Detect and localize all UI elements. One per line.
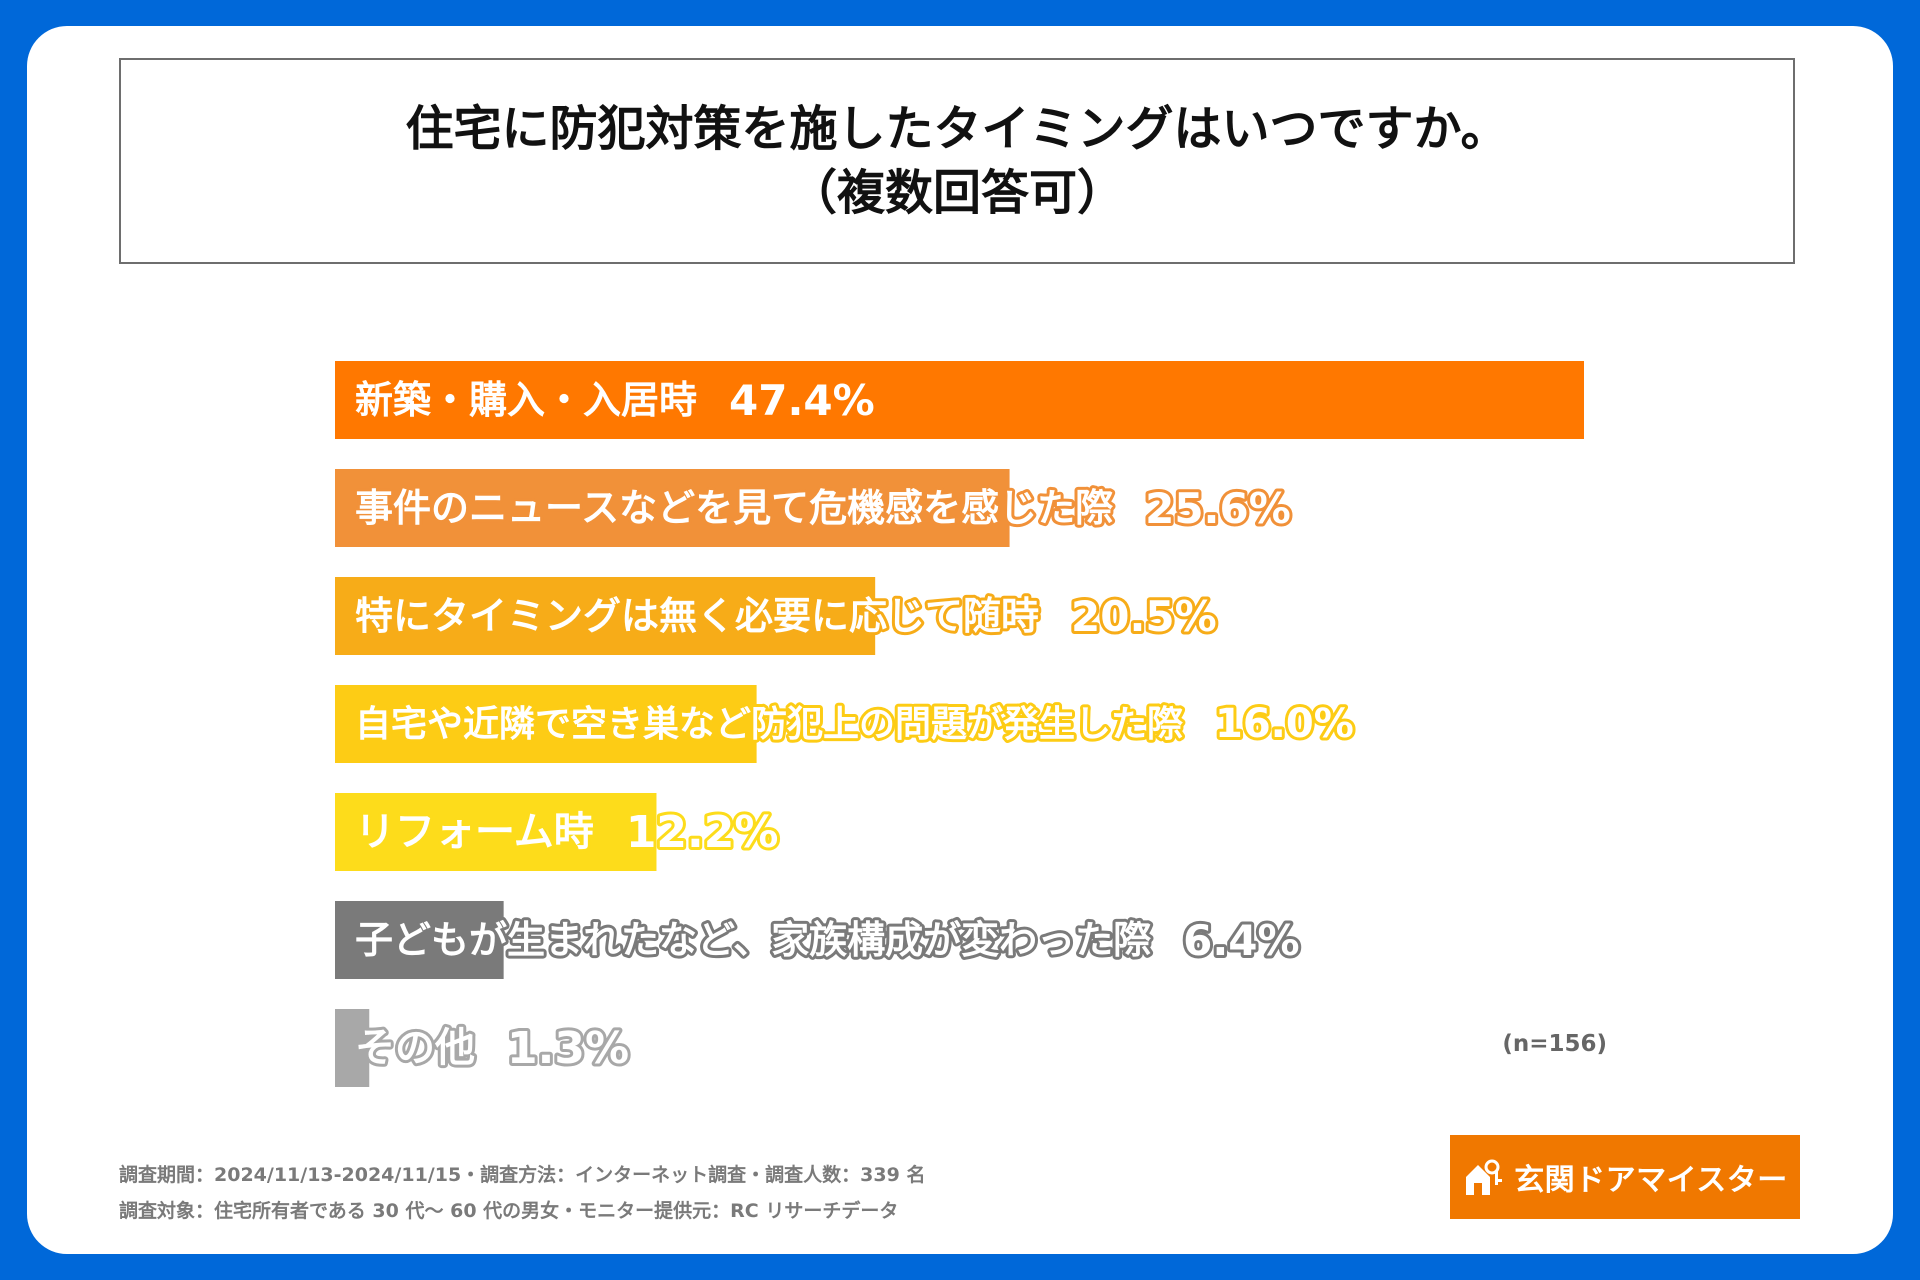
bar-label-7: その他 1.3% — [355, 1023, 629, 1074]
bar-2 — [335, 469, 1010, 547]
value-label: 25.6% — [1145, 484, 1291, 533]
category-label: 自宅や近隣で空き巣など防犯上の問題が発生した際 — [355, 703, 1183, 745]
bar-label-1: 新築・購入・入居時 47.4% — [355, 376, 875, 425]
category-label: リフォーム時 — [355, 809, 594, 855]
bar-4 — [335, 685, 757, 763]
value-label: 20.5% — [1071, 592, 1217, 641]
bar-label-3: 特にタイミングは無く必要に応じて随時 20.5% — [355, 592, 1217, 641]
bar-5 — [335, 793, 657, 871]
category-label: 新築・購入・入居時 — [355, 378, 697, 422]
bar-6 — [335, 901, 504, 979]
sample-size-note: (n=156) — [1502, 1031, 1607, 1057]
category-label: 子どもが生まれたなど、家族構成が変わった際 — [355, 918, 1151, 962]
value-label: 47.4% — [729, 376, 875, 425]
bar-3 — [335, 577, 876, 655]
value-label: 6.4% — [1183, 916, 1299, 965]
title-box: 住宅に防犯対策を施したタイミングはいつですか。 （複数回答可） — [119, 58, 1795, 264]
survey-period-note: 調査期間：2024/11/13-2024/11/15・調査方法：インターネット調… — [119, 1164, 926, 1186]
bar-1 — [335, 361, 1584, 439]
value-label: 1.3% — [507, 1023, 629, 1074]
chart-title: 住宅に防犯対策を施したタイミングはいつですか。 — [405, 101, 1509, 157]
bar-label-5: リフォーム時 12.2% — [355, 807, 778, 858]
bar-chart: 新築・購入・入居時 47.4% 事件のニュースなどを見て危機感を感じた際 25.6% 特… — [335, 361, 1584, 1087]
bar-label-4: 自宅や近隣で空き巣など防犯上の問題が発生した際 16.0% — [355, 701, 1354, 747]
chart-subtitle: （複数回答可） — [788, 165, 1125, 221]
brand-name: 玄関ドアマイスター — [1514, 1163, 1788, 1198]
bar-label-2: 事件のニュースなどを見て危機感を感じた際 25.6% — [355, 484, 1291, 533]
bar-7 — [335, 1009, 370, 1087]
category-label: その他 — [355, 1025, 475, 1071]
bar-label-6: 子どもが生まれたなど、家族構成が変わった際 6.4% — [355, 916, 1300, 965]
house-key-icon — [1466, 1159, 1503, 1195]
category-label: 事件のニュースなどを見て危機感を感じた際 — [355, 486, 1113, 530]
value-label: 12.2% — [626, 807, 779, 858]
survey-target-note: 調査対象：住宅所有者である 30 代～ 60 代の男女・モニター提供元：RC リ… — [119, 1200, 899, 1222]
survey-card: 住宅に防犯対策を施したタイミングはいつですか。 （複数回答可） 新築・購入・入居… — [27, 26, 1893, 1254]
brand-logo: 玄関ドアマイスター — [1450, 1135, 1800, 1219]
value-label: 16.0% — [1215, 701, 1354, 747]
category-label: 特にタイミングは無く必要に応じて随時 — [355, 594, 1039, 638]
